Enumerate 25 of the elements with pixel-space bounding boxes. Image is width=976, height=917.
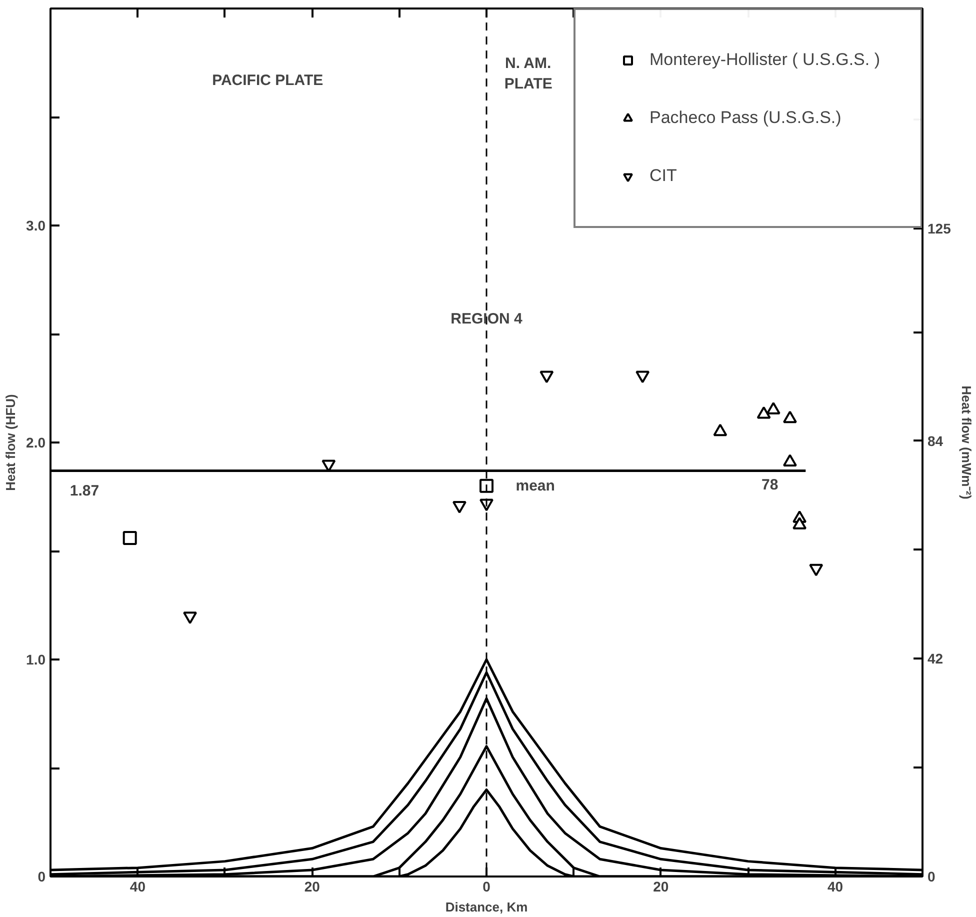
- y2-tick-label: 84: [928, 432, 944, 449]
- annotation: REGION 4: [450, 310, 523, 328]
- y2-axis-title: Heat flow (mWm⁻²): [958, 386, 974, 500]
- x-tick-label: 20: [653, 878, 669, 894]
- legend-label: CIT: [650, 166, 677, 186]
- y-axis-title: Heat flow (HFU): [3, 394, 18, 491]
- x-tick-label: 40: [130, 878, 146, 894]
- y-tick-label: 1.0: [26, 652, 46, 668]
- x-tick-label: 0: [482, 878, 491, 894]
- x-tick-label: 40: [828, 878, 844, 894]
- annotation: 1.87: [70, 482, 100, 500]
- x-axis-title: Distance, Km: [445, 900, 528, 914]
- y-tick-label: 0: [38, 868, 46, 884]
- annotation: 78: [762, 476, 778, 494]
- annotation: N. AM. PLATE: [504, 54, 552, 92]
- y-tick-label: 2.0: [26, 434, 46, 450]
- annotation: mean: [516, 477, 555, 494]
- annotation: PACIFIC PLATE: [212, 72, 324, 90]
- y2-tick-label: 0: [928, 868, 936, 884]
- y-tick-label: 3.0: [26, 218, 46, 234]
- legend-label: Monterey-Hollister ( U.S.G.S. ): [650, 50, 880, 70]
- y2-tick-label: 42: [928, 650, 944, 667]
- x-tick-label: 20: [304, 878, 320, 894]
- y2-tick-label: 125: [928, 220, 952, 236]
- legend-label: Pacheco Pass (U.S.G.S.): [650, 108, 842, 128]
